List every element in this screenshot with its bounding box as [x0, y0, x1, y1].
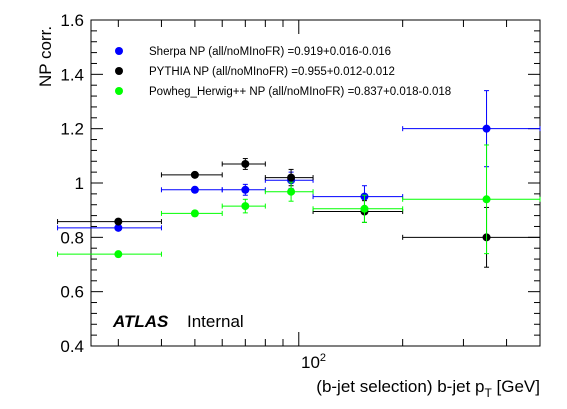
data-point [57, 250, 162, 259]
marker [241, 159, 250, 168]
data-point [264, 168, 314, 187]
x-axis-ticks [117, 20, 541, 346]
legend: Sherpa NP (all/noMInoFR) =0.919+0.016-0.… [115, 46, 451, 98]
data-point [312, 194, 404, 223]
marker [360, 204, 369, 213]
series-3 [57, 144, 541, 259]
marker [114, 250, 123, 259]
data-point [160, 209, 223, 218]
y-tick-label: 1 [75, 174, 84, 193]
legend-marker [115, 87, 123, 95]
marker [287, 173, 296, 182]
marker [114, 217, 123, 226]
marker [482, 195, 491, 204]
x-tick-label-base: 10 [301, 353, 320, 372]
y-tick-label: 0.6 [60, 283, 84, 302]
marker [190, 185, 199, 194]
x-tick-label-exponent: 2 [320, 352, 326, 364]
x-axis-title-subscript: T [484, 386, 492, 400]
marker [241, 185, 250, 194]
x-axis-title-main: (b-jet selection) b-jet p [316, 377, 484, 396]
status-label: Internal [187, 312, 244, 331]
y-axis-tick-labels: 0.4 0.6 0.8 1 1.2 1.4 1.6 [60, 11, 84, 356]
marker [190, 209, 199, 218]
series-1 [57, 90, 541, 232]
legend-entry: Powheg_Herwig++ NP (all/noMInoFR) =0.837… [149, 86, 451, 98]
marker [114, 223, 123, 232]
y-tick-label: 1.4 [60, 65, 84, 84]
data-point [221, 158, 266, 170]
data-point [402, 90, 541, 168]
data-point [312, 200, 404, 223]
series-2 [57, 158, 541, 268]
data-point [160, 170, 223, 179]
data-series [57, 90, 541, 268]
y-tick-label: 0.8 [60, 228, 84, 247]
x-axis-title-unit: [GeV] [492, 377, 540, 396]
data-point [221, 198, 266, 214]
x-tick-label-100: 102 [301, 352, 326, 372]
y-tick-label: 1.6 [60, 11, 84, 30]
marker [190, 170, 199, 179]
data-point [160, 185, 223, 194]
legend-entry: PYTHIA NP (all/noMInoFR) =0.955+0.012-0.… [149, 66, 395, 78]
data-point [402, 206, 541, 268]
data-point [312, 185, 404, 208]
y-axis-title: NP corr. [36, 26, 55, 87]
marker [287, 187, 296, 196]
legend-entry: Sherpa NP (all/noMInoFR) =0.919+0.016-0.… [149, 46, 391, 58]
data-point [221, 183, 266, 196]
data-point [402, 144, 541, 255]
y-tick-label: 1.2 [60, 120, 84, 139]
legend-marker [115, 47, 123, 55]
y-tick-label: 0.4 [60, 337, 84, 356]
x-axis-title: (b-jet selection) b-jet pT [GeV] [316, 377, 540, 400]
atlas-label: ATLAS [112, 312, 169, 331]
marker [482, 124, 491, 133]
legend-marker [115, 67, 123, 75]
marker [241, 202, 250, 211]
data-point [264, 181, 314, 202]
data-point [57, 217, 162, 226]
